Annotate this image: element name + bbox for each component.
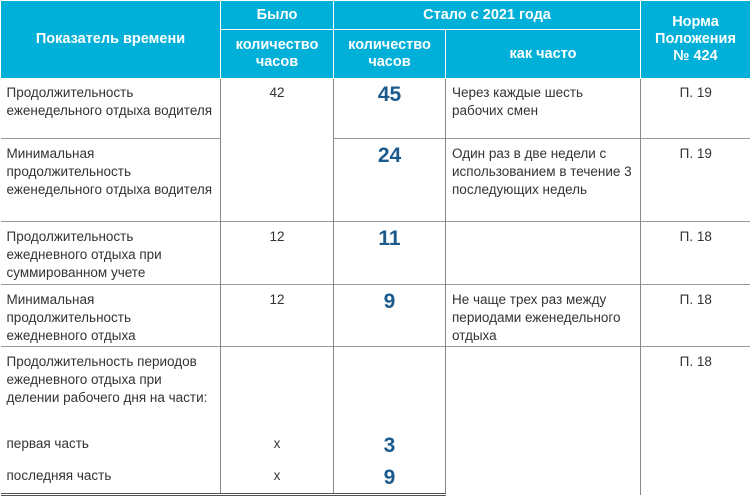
- table-row: Минимальная продолжительность еженедельн…: [0, 138, 750, 222]
- row-name: Продолжительность периодов ежедневного о…: [0, 346, 221, 429]
- row-norm: П. 19: [640, 78, 750, 139]
- table-subrow: первая часть x 3: [0, 428, 750, 463]
- row-was: 42: [220, 78, 334, 222]
- header-hours-was: количество часов: [220, 29, 334, 79]
- header-norm: Норма Положения № 424: [640, 0, 750, 79]
- subrow-new: 3: [333, 428, 446, 463]
- row-norm: П. 18: [640, 284, 750, 347]
- header-indicator: Показатель времени: [0, 0, 221, 79]
- row-norm: П. 18: [640, 221, 750, 285]
- header-became: Стало с 2021 года: [333, 0, 641, 30]
- row-norm: П. 18: [640, 346, 750, 495]
- row-name: Продолжительность еженедельного отдыха в…: [0, 78, 221, 139]
- subrow-new: 9: [333, 462, 446, 496]
- row-often: [445, 221, 641, 285]
- table-subrow: последняя часть x 9: [0, 462, 750, 496]
- row-new: 11: [333, 221, 446, 285]
- table-row: Минимальная продолжительность ежедневног…: [0, 284, 750, 347]
- row-new: 9: [333, 284, 446, 347]
- header-was: Было: [220, 0, 334, 30]
- table-row: Продолжительность периодов ежедневного о…: [0, 346, 750, 495]
- row-name: Продолжительность ежедневного отдыха при…: [0, 221, 221, 285]
- row-often: Не чаще трех раз между периодами еженеде…: [445, 284, 641, 347]
- row-often: Через каждые шесть рабочих смен: [445, 78, 641, 139]
- subrow-was: x: [220, 462, 334, 496]
- row-new: 24: [333, 138, 446, 222]
- row-norm: П. 19: [640, 138, 750, 222]
- row-name: Минимальная продолжительность ежедневног…: [0, 284, 221, 347]
- table-row: Продолжительность ежедневного отдыха при…: [0, 221, 750, 285]
- row-name: Минимальная продолжительность еженедельн…: [0, 138, 221, 222]
- row-was: 12: [220, 221, 334, 285]
- subrow-was: x: [220, 428, 334, 463]
- subrow-name: последняя часть: [0, 462, 221, 496]
- subrow-name: первая часть: [0, 428, 221, 463]
- row-new: 45: [333, 78, 446, 139]
- table-row: Продолжительность еженедельного отдыха в…: [0, 78, 750, 222]
- header-how-often: как часто: [445, 29, 641, 79]
- row-often: Один раз в две недели с использованием в…: [445, 138, 641, 222]
- row-was: 12: [220, 284, 334, 347]
- header-hours-new: количество часов: [333, 29, 446, 79]
